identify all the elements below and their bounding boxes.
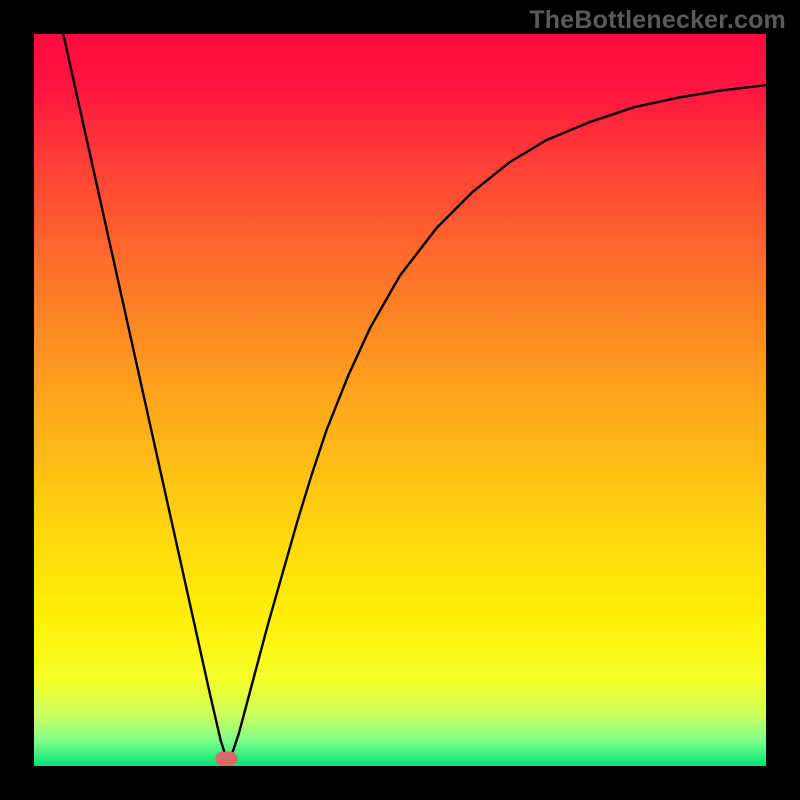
figure-root: TheBottlenecker.com — [0, 0, 800, 800]
optimum-marker — [216, 752, 238, 766]
bottleneck-chart — [0, 0, 800, 800]
watermark-label: TheBottlenecker.com — [529, 6, 786, 35]
